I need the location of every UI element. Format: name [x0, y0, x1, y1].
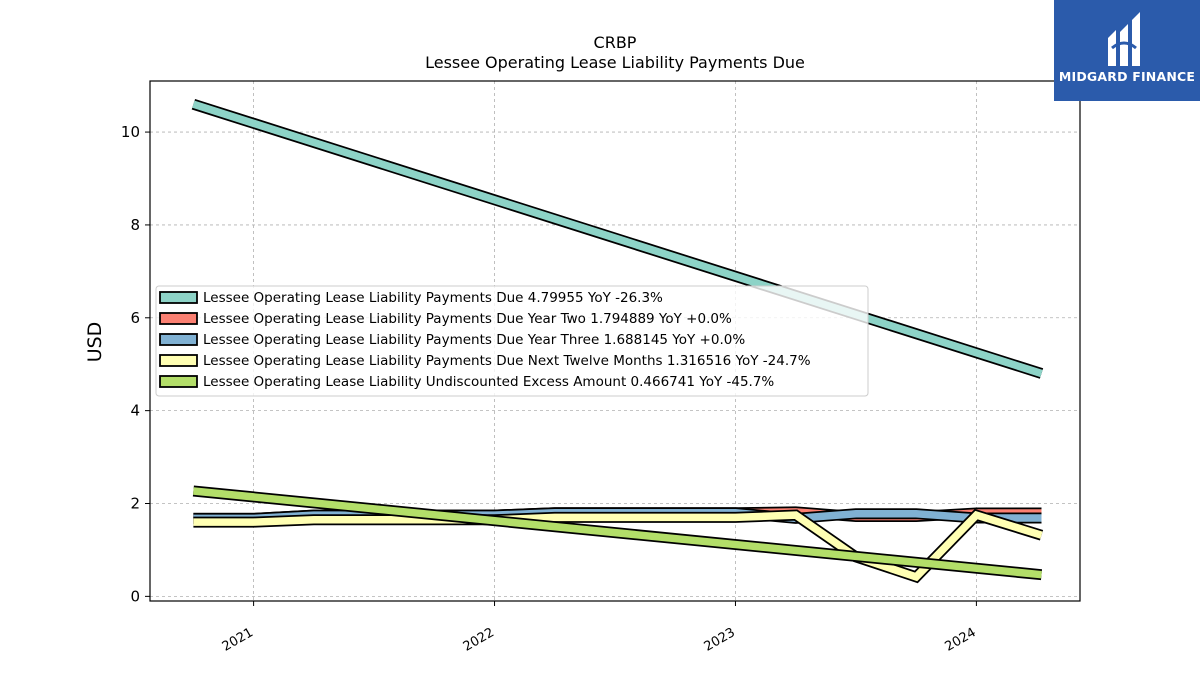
legend-entry-3: Lessee Operating Lease Liability Payment… — [203, 353, 811, 369]
legend-entry-0: Lessee Operating Lease Liability Payment… — [203, 290, 663, 306]
logo-text: MIDGARD FINANCE — [1058, 69, 1196, 84]
x-tick-label: 2024 — [943, 625, 979, 655]
plot-area-frame — [149, 80, 1081, 602]
brand-logo: MIDGARD FINANCE — [1054, 0, 1200, 101]
x-tick-label: 2023 — [702, 625, 738, 655]
legend-entry-1: Lessee Operating Lease Liability Payment… — [203, 311, 732, 327]
legend-entry-4: Lessee Operating Lease Liability Undisco… — [203, 374, 774, 390]
y-tick-label: 10 — [121, 123, 140, 141]
legend-swatch — [159, 291, 198, 304]
legend-swatch — [159, 354, 198, 367]
y-tick-label: 4 — [130, 402, 140, 420]
legend-entry-2: Lessee Operating Lease Liability Payment… — [203, 332, 745, 348]
y-tick-label: 2 — [130, 495, 140, 513]
legend-swatch — [159, 375, 198, 388]
chart-subtitle: Lessee Operating Lease Liability Payment… — [425, 53, 805, 72]
legend: Lessee Operating Lease Liability Payment… — [155, 285, 869, 397]
series-line-3 — [193, 508, 1044, 584]
legend-swatch — [159, 312, 198, 325]
legend-swatch — [159, 333, 198, 346]
series-line-0 — [191, 98, 1044, 379]
legend-frame — [155, 285, 869, 397]
y-tick-label: 8 — [130, 216, 140, 234]
x-tick-label: 2022 — [461, 625, 497, 655]
y-tick-label: 0 — [130, 587, 140, 605]
series-line-4 — [192, 485, 1043, 581]
y-tick-label: 6 — [130, 309, 140, 327]
chart-title: CRBP — [594, 33, 637, 52]
series-lines — [191, 98, 1044, 584]
x-tick-label: 2021 — [220, 625, 256, 655]
y-axis-label: USD — [84, 322, 106, 363]
logo-mark-icon — [1108, 12, 1140, 66]
